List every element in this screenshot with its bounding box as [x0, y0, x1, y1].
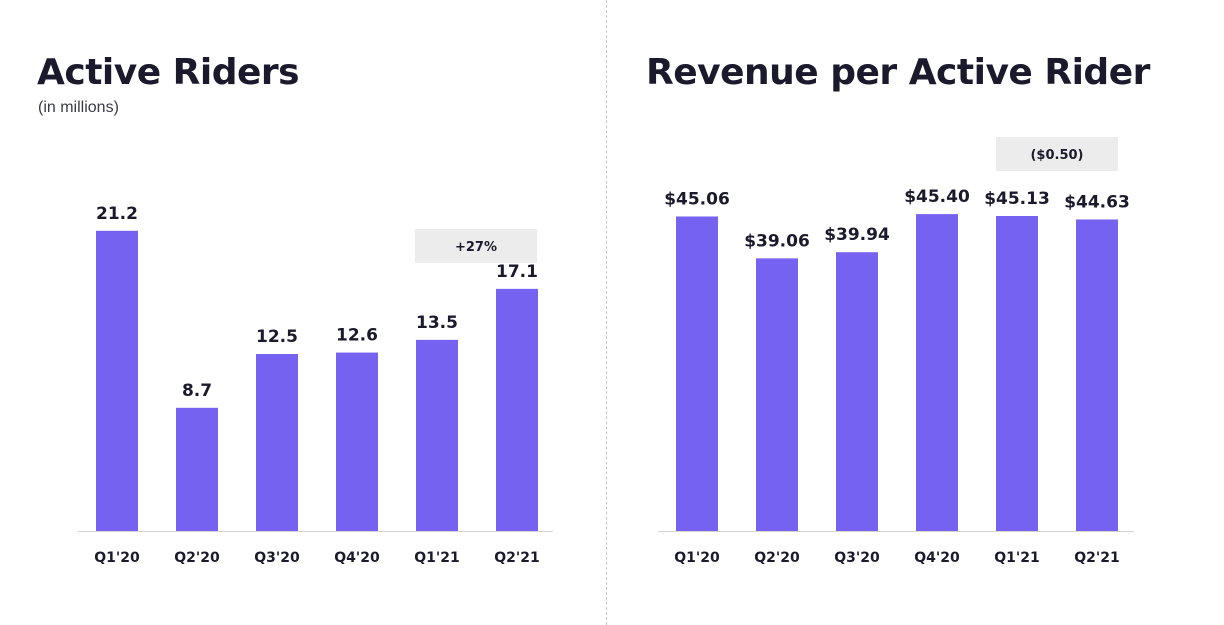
revenue-per-rider-panel: Revenue per Active Rider $45.06 Q1'20 $39.… — [608, 0, 1224, 625]
x-tick-label: Q1'20 — [94, 550, 140, 566]
x-tick-label: Q1'21 — [414, 550, 459, 566]
callout-label: +27% — [455, 240, 497, 255]
bar — [256, 354, 298, 531]
panel-divider — [606, 0, 607, 625]
x-tick-label: Q2'20 — [174, 550, 220, 566]
callout-box — [415, 229, 537, 263]
bar — [1076, 219, 1118, 531]
data-label: 17.1 — [496, 262, 538, 282]
bar — [756, 258, 798, 531]
bar — [496, 288, 538, 531]
revenue-per-rider-chart: $45.06 Q1'20 $39.06 Q2'20 $39.94 Q3'20 $45.40 Q… — [658, 137, 1134, 566]
data-label: 12.6 — [336, 326, 378, 346]
bar — [996, 215, 1038, 531]
data-label: 13.5 — [416, 313, 458, 333]
change-callout: ($0.50) — [996, 137, 1118, 171]
x-tick-label: Q1'20 — [674, 550, 720, 566]
x-tick-label: Q2'21 — [1074, 550, 1119, 566]
data-label: $45.40 — [904, 187, 970, 207]
callout-label: ($0.50) — [1030, 148, 1083, 163]
chart-title: Revenue per Active Rider — [646, 52, 1150, 93]
bar — [176, 407, 218, 531]
x-tick-label: Q2'20 — [754, 550, 800, 566]
x-tick-label: Q1'21 — [994, 550, 1039, 566]
x-tick-label: Q3'20 — [834, 550, 880, 566]
bar — [676, 216, 718, 531]
bar — [416, 339, 458, 531]
data-label: $45.06 — [664, 189, 730, 209]
data-label: 12.5 — [256, 327, 298, 347]
data-label: $39.94 — [824, 225, 890, 245]
change-callout: +27% — [415, 229, 537, 263]
bar — [96, 230, 138, 532]
data-label: 21.2 — [96, 204, 138, 224]
x-tick-label: Q3'20 — [254, 550, 300, 566]
active-riders-panel: Active Riders (in millions) 21.2 Q1'20 8.7… — [0, 0, 607, 625]
x-tick-label: Q4'20 — [914, 550, 960, 566]
bar — [916, 214, 958, 531]
chart-title: Active Riders — [37, 52, 300, 93]
data-label: $45.13 — [984, 189, 1050, 209]
data-label: $39.06 — [744, 231, 810, 251]
data-label: 8.7 — [182, 381, 212, 401]
bar — [836, 252, 878, 531]
callout-box — [996, 137, 1118, 171]
x-tick-label: Q4'20 — [334, 550, 380, 566]
chart-subtitle: (in millions) — [38, 99, 119, 116]
x-tick-label: Q2'21 — [494, 550, 539, 566]
data-label: $44.63 — [1064, 192, 1130, 212]
bar — [336, 352, 378, 531]
active-riders-chart: 21.2 Q1'20 8.7 Q2'20 12.5 Q3'20 12.6 Q4'20 13.5 Q… — [78, 204, 553, 566]
